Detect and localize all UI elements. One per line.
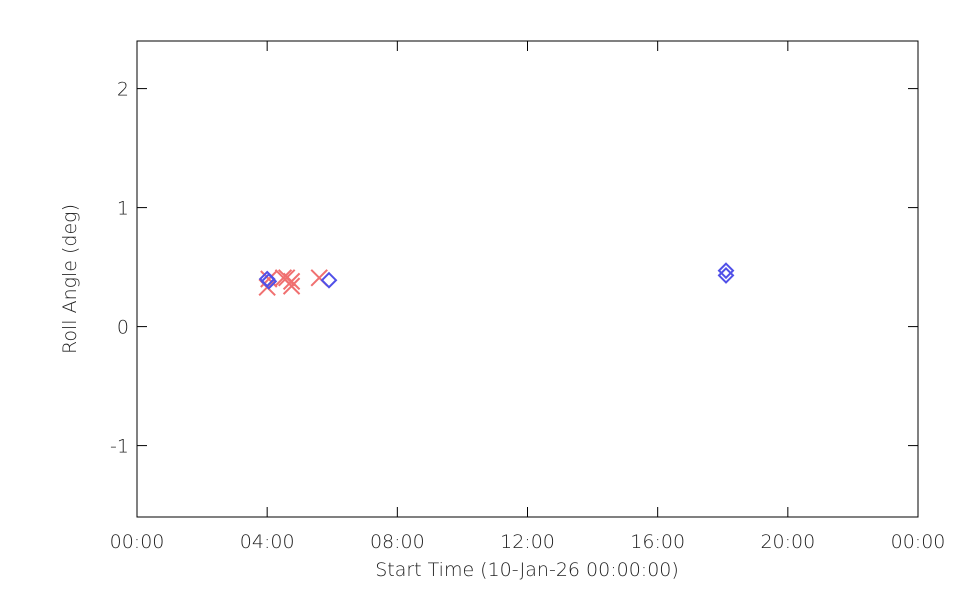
diamond-marker — [717, 267, 735, 284]
diamond-marker — [260, 272, 278, 290]
y-tick-label: 1 — [117, 198, 129, 220]
x-tick-label: 16:00 — [630, 531, 685, 553]
x-tick-label: 00:00 — [110, 531, 165, 553]
y-tick-label: -1 — [110, 436, 129, 458]
y-axis-label: Roll Angle (deg) — [59, 204, 81, 354]
y-tick-label: 0 — [117, 317, 129, 339]
diamond-marker — [320, 271, 338, 289]
x-marker — [282, 277, 301, 295]
x-tick-label: 08:00 — [370, 531, 425, 553]
x-axis-label: Start Time (10-Jan-26 00:00:00) — [375, 559, 679, 581]
y-tick-label: 2 — [117, 79, 129, 101]
x-tick-label: 00:00 — [891, 531, 946, 553]
x-tick-label: 12:00 — [500, 531, 555, 553]
x-marker — [282, 272, 301, 291]
diamond-marker — [717, 262, 735, 280]
x-tick-label: 20:00 — [760, 531, 815, 553]
plot-frame — [136, 40, 919, 518]
x-tick-label: 04:00 — [240, 531, 295, 553]
